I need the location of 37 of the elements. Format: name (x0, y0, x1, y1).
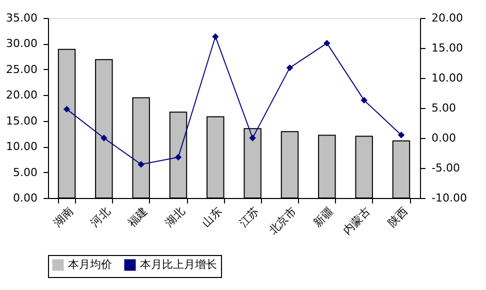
y2-tick-label: 10.00 (432, 72, 463, 84)
x-tick-label: 陕西 (385, 204, 410, 230)
y-tick-label: 5.00 (13, 166, 38, 179)
y2-tick-label: 5.00 (432, 102, 456, 114)
point (63, 106, 70, 113)
y-tick-label: 30.00 (6, 37, 38, 50)
point (174, 154, 182, 161)
x-tick-label: 湖南 (51, 204, 76, 230)
y-tick-label: 20.00 (6, 88, 38, 102)
point (324, 40, 330, 47)
y-tick-label: 35.00 (6, 12, 38, 24)
y2-tick-label: 15.00 (432, 42, 463, 54)
point (212, 33, 219, 40)
point (360, 96, 368, 104)
y2-tick-label: -5.00 (432, 162, 460, 174)
y-tick-label: 15.00 (6, 114, 38, 128)
x-tick-label: 河北 (88, 204, 113, 230)
x-tick-label: 内蒙古 (340, 204, 374, 238)
y2-tick-label: -10.00 (432, 192, 467, 204)
point (138, 161, 144, 168)
x-tick-label: 湖北 (162, 204, 188, 230)
x-tick-label: 新疆 (311, 204, 336, 230)
y-tick-label: 25.00 (6, 62, 38, 76)
y2-tick-label: 20.00 (432, 12, 463, 24)
point (398, 132, 405, 138)
y-tick-label: 10.00 (6, 140, 38, 154)
y-tick-label: 0.00 (13, 192, 38, 204)
x-tick-label: 山东 (200, 204, 224, 230)
x-tick-label: 江苏 (236, 204, 262, 230)
x-tick-label: 北京市 (266, 204, 299, 238)
point (286, 64, 294, 72)
point (100, 134, 108, 142)
legend-label: 本月比上月增长 (140, 258, 217, 271)
y2-tick-label: 0.00 (432, 132, 456, 144)
x-tick-label: 福建 (125, 204, 150, 230)
legend-label: 本月均价 (68, 258, 112, 271)
point (249, 134, 256, 142)
